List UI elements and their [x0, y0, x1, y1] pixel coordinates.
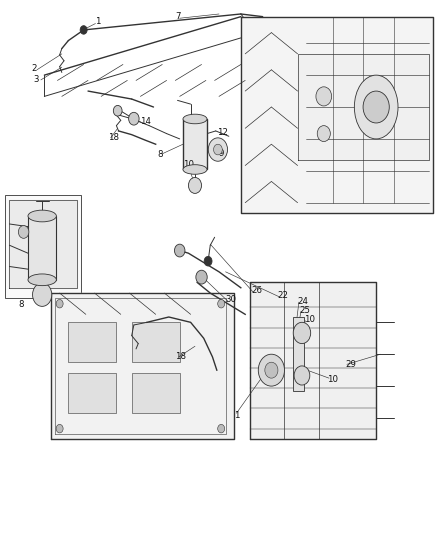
Circle shape [113, 106, 122, 116]
Circle shape [32, 283, 52, 306]
Polygon shape [51, 293, 234, 439]
Circle shape [129, 112, 139, 125]
Circle shape [293, 322, 311, 344]
Text: 9: 9 [218, 149, 223, 158]
Bar [132, 373, 180, 413]
Polygon shape [241, 17, 433, 213]
Text: 10: 10 [304, 315, 315, 324]
Bar [28, 216, 57, 280]
Text: 8: 8 [18, 300, 24, 309]
Text: 1: 1 [234, 411, 240, 420]
Bar [68, 322, 117, 362]
Text: 7: 7 [175, 12, 181, 21]
Circle shape [218, 300, 225, 308]
Text: 18: 18 [108, 133, 119, 142]
Polygon shape [250, 282, 376, 439]
Text: 26: 26 [251, 286, 262, 295]
Text: 14: 14 [140, 117, 151, 126]
Text: 8: 8 [158, 150, 163, 159]
Circle shape [174, 244, 185, 257]
Text: 30: 30 [226, 295, 237, 304]
Circle shape [56, 424, 63, 433]
Bar [293, 317, 304, 391]
Bar [183, 119, 207, 169]
Bar [132, 322, 180, 362]
Circle shape [18, 225, 29, 238]
Ellipse shape [28, 274, 57, 286]
Circle shape [196, 270, 207, 284]
Circle shape [80, 26, 87, 34]
Bar [5, 195, 81, 298]
Circle shape [265, 362, 278, 378]
Text: 12: 12 [217, 128, 228, 137]
Text: 2: 2 [31, 64, 37, 73]
Ellipse shape [183, 114, 207, 124]
Text: 24: 24 [297, 296, 309, 305]
Polygon shape [10, 200, 77, 288]
Circle shape [317, 126, 330, 142]
Text: 1: 1 [95, 18, 100, 27]
Ellipse shape [183, 165, 207, 174]
Circle shape [218, 424, 225, 433]
Polygon shape [297, 54, 428, 160]
Ellipse shape [28, 210, 57, 222]
Text: 10: 10 [183, 160, 194, 169]
Circle shape [214, 144, 222, 155]
Text: 18: 18 [175, 352, 186, 361]
Circle shape [208, 138, 227, 161]
Text: 3: 3 [33, 75, 39, 84]
Circle shape [188, 177, 201, 193]
Circle shape [294, 366, 310, 385]
Circle shape [204, 256, 212, 266]
Circle shape [363, 91, 389, 123]
Circle shape [258, 354, 285, 386]
Text: 10: 10 [327, 375, 338, 384]
Ellipse shape [354, 75, 398, 139]
Bar [68, 373, 117, 413]
Text: 22: 22 [277, 291, 288, 300]
Text: 29: 29 [346, 360, 357, 369]
Text: 25: 25 [300, 305, 311, 314]
Circle shape [56, 300, 63, 308]
Circle shape [316, 87, 332, 106]
